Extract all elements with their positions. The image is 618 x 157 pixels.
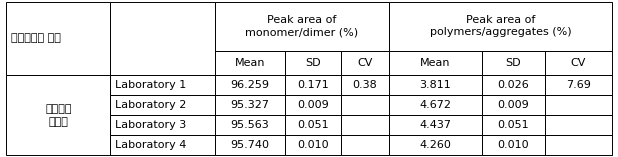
Bar: [544, 75, 612, 95]
Bar: [286, 115, 341, 135]
Text: 0.009: 0.009: [497, 100, 529, 110]
Bar: [544, 135, 612, 155]
Text: 0.38: 0.38: [352, 80, 377, 90]
Bar: [544, 51, 612, 75]
Text: CV: CV: [357, 58, 373, 68]
Bar: [215, 2, 389, 51]
Bar: [341, 75, 389, 95]
Text: 실험실간
정밀성: 실험실간 정밀성: [45, 104, 72, 127]
Bar: [389, 95, 482, 115]
Bar: [482, 115, 544, 135]
Text: 95.740: 95.740: [231, 140, 269, 150]
Text: 4.260: 4.260: [420, 140, 451, 150]
Text: 7.69: 7.69: [565, 80, 591, 90]
Bar: [341, 135, 389, 155]
Text: 0.009: 0.009: [297, 100, 329, 110]
Text: 4.672: 4.672: [420, 100, 452, 110]
Bar: [111, 95, 215, 115]
Bar: [482, 51, 544, 75]
Bar: [215, 51, 286, 75]
Text: 0.026: 0.026: [497, 80, 529, 90]
Bar: [341, 115, 389, 135]
Text: 0.010: 0.010: [497, 140, 529, 150]
Bar: [111, 115, 215, 135]
Bar: [482, 75, 544, 95]
Bar: [341, 51, 389, 75]
Text: 4.437: 4.437: [420, 120, 452, 130]
Bar: [215, 95, 286, 115]
Bar: [544, 115, 612, 135]
Text: 96.259: 96.259: [231, 80, 269, 90]
Text: Mean: Mean: [235, 58, 265, 68]
Text: Mean: Mean: [420, 58, 451, 68]
Text: SD: SD: [506, 58, 521, 68]
Bar: [389, 115, 482, 135]
Bar: [6, 2, 111, 75]
Bar: [389, 2, 612, 51]
Text: Peak area of
polymers/aggregates (%): Peak area of polymers/aggregates (%): [430, 15, 571, 37]
Bar: [215, 75, 286, 95]
Bar: [111, 2, 215, 75]
Text: Laboratory 1: Laboratory 1: [116, 80, 187, 90]
Bar: [215, 135, 286, 155]
Bar: [286, 51, 341, 75]
Text: 0.051: 0.051: [497, 120, 529, 130]
Text: Laboratory 3: Laboratory 3: [116, 120, 187, 130]
Text: Peak area of
monomer/dimer (%): Peak area of monomer/dimer (%): [245, 15, 358, 37]
Text: 0.051: 0.051: [297, 120, 329, 130]
Text: 95.327: 95.327: [231, 100, 269, 110]
Bar: [6, 75, 111, 155]
Bar: [482, 135, 544, 155]
Bar: [111, 75, 215, 95]
Bar: [544, 95, 612, 115]
Bar: [341, 95, 389, 115]
Text: CV: CV: [570, 58, 586, 68]
Text: 3.811: 3.811: [420, 80, 451, 90]
Text: 밸리데이션 항목: 밸리데이션 항목: [11, 33, 61, 43]
Bar: [389, 135, 482, 155]
Bar: [286, 95, 341, 115]
Text: Laboratory 2: Laboratory 2: [116, 100, 187, 110]
Bar: [389, 75, 482, 95]
Text: Laboratory 4: Laboratory 4: [116, 140, 187, 150]
Bar: [482, 95, 544, 115]
Text: 0.010: 0.010: [297, 140, 329, 150]
Bar: [286, 135, 341, 155]
Text: SD: SD: [305, 58, 321, 68]
Bar: [111, 135, 215, 155]
Text: 0.171: 0.171: [297, 80, 329, 90]
Bar: [389, 51, 482, 75]
Bar: [215, 115, 286, 135]
Text: 95.563: 95.563: [231, 120, 269, 130]
Bar: [286, 75, 341, 95]
